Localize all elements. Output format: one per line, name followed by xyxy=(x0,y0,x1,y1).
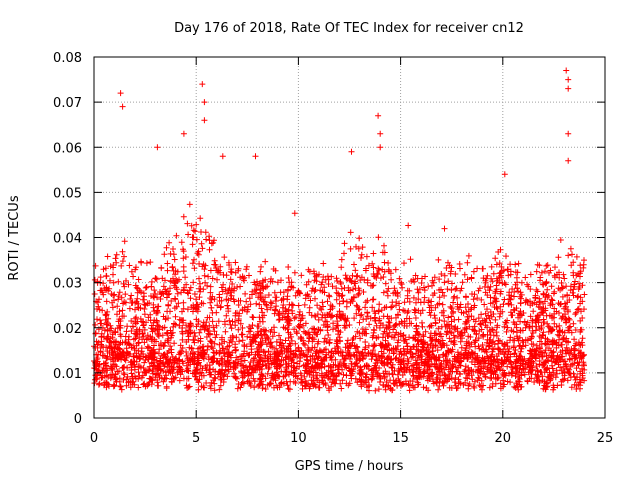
axis-ticks: 0 0.01 0.02 0.03 0.04 0.05 0.06 0.07 0.08 0 5 10 15 2… xyxy=(53,51,613,446)
x-tick-label: 20 xyxy=(495,431,512,446)
y-tick-label: 0.06 xyxy=(53,141,82,156)
x-tick-label: 15 xyxy=(392,431,409,446)
chart-title: Day 176 of 2018, Rate Of TEC Index for r… xyxy=(174,21,524,36)
y-tick-label: 0.07 xyxy=(53,96,82,111)
y-tick-label: 0.08 xyxy=(53,51,82,66)
y-axis-label: ROTI / TECUs xyxy=(7,195,22,280)
x-tick-label: 5 xyxy=(192,431,200,446)
y-tick-label: 0.04 xyxy=(53,232,82,247)
y-tick-label: 0.01 xyxy=(53,367,82,382)
x-axis-label: GPS time / hours xyxy=(295,459,404,474)
y-tick-label: 0.05 xyxy=(53,186,82,201)
roti-points xyxy=(91,67,588,394)
data-points xyxy=(91,67,588,394)
y-tick-label: 0.03 xyxy=(53,277,82,292)
x-tick-label: 25 xyxy=(597,431,614,446)
x-tick-label: 0 xyxy=(90,431,98,446)
x-tick-label: 10 xyxy=(290,431,307,446)
y-tick-label: 0.02 xyxy=(53,322,82,337)
y-tick-label: 0 xyxy=(74,412,82,427)
